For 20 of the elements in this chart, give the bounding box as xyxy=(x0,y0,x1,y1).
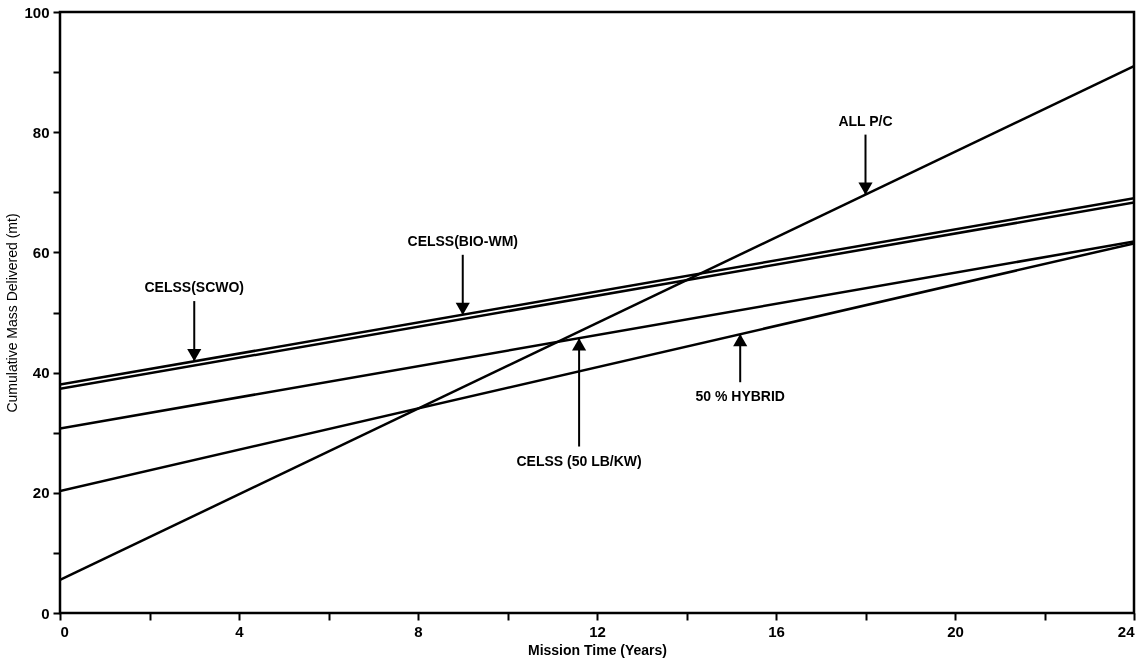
x-tick-label: 4 xyxy=(235,622,245,640)
annotation: CELSS(BIO-WM) xyxy=(407,232,518,249)
y-tick-label: 20 xyxy=(32,484,50,502)
x-tick-label: 24 xyxy=(1117,622,1136,640)
annotation: CELSS (50 LB/KW) xyxy=(516,452,642,469)
x-tick-label: 12 xyxy=(589,622,606,640)
y-tick-label: 80 xyxy=(32,123,50,141)
annotation: ALL P/C xyxy=(838,112,893,129)
x-axis-title: Mission Time (Years) xyxy=(527,641,668,658)
annotation: 50 % HYBRID xyxy=(695,388,785,405)
y-tick-label: 100 xyxy=(24,3,50,21)
annotation: CELSS(SCWO) xyxy=(144,279,245,296)
x-tick-label: 16 xyxy=(768,622,785,640)
x-tick-label: 0 xyxy=(60,622,69,640)
y-axis-title: Cumulative Mass Delivered (mt) xyxy=(4,213,21,413)
x-tick-label: 8 xyxy=(414,622,423,640)
y-tick-label: 0 xyxy=(41,604,50,622)
y-tick-label: 40 xyxy=(32,364,50,382)
x-tick-label: 20 xyxy=(947,622,964,640)
y-tick-label: 60 xyxy=(32,243,50,261)
